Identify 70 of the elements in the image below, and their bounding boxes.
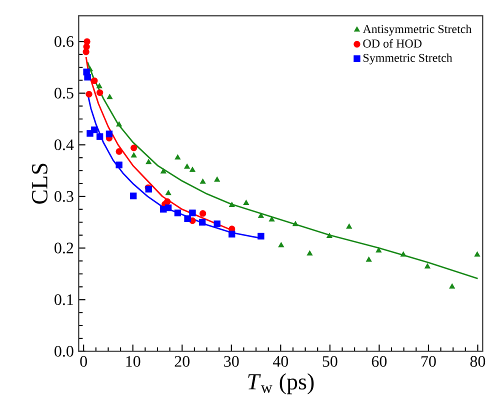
y-tick-label: 0.1 (54, 294, 74, 306)
y-tick-label: 0.3 (54, 190, 74, 202)
point (346, 224, 352, 229)
point (91, 77, 98, 84)
point (106, 130, 113, 138)
point (268, 216, 275, 222)
point (174, 210, 182, 216)
x-tick-label: 60 (372, 356, 387, 367)
point (258, 232, 264, 240)
point (243, 200, 250, 205)
point (190, 166, 196, 172)
point (84, 38, 90, 45)
x-tick-label: 40 (272, 356, 288, 367)
point (366, 256, 372, 262)
point (184, 164, 190, 169)
point (214, 176, 220, 182)
x-tick-label: 0 (80, 356, 87, 367)
point (258, 212, 264, 218)
point (306, 250, 313, 256)
point (326, 232, 332, 238)
legend-label: OD of HOD (363, 39, 422, 48)
y-tick-label: 0.0 (54, 346, 74, 357)
point (376, 247, 382, 252)
x-tick-label: 70 (422, 356, 436, 367)
y-tick-label: 0.2 (54, 242, 74, 254)
point (106, 94, 113, 100)
y-tick-label: 0.6 (54, 36, 74, 47)
point (449, 283, 456, 289)
x-tick-label: 10 (126, 356, 140, 367)
x-tick-label: 30 (224, 356, 239, 367)
y-tick-label: 0.4 (54, 139, 74, 150)
point (199, 210, 206, 217)
point (228, 230, 236, 238)
point (160, 168, 166, 174)
x-axis-title: T$_{w}$ (ps) (248, 373, 314, 394)
point (96, 89, 104, 96)
point (91, 126, 98, 134)
point (214, 220, 220, 228)
y-tick-label: 0.5 (54, 88, 74, 99)
point (96, 133, 104, 140)
point (174, 154, 181, 160)
point (278, 242, 284, 248)
point (116, 148, 122, 155)
point (228, 202, 235, 208)
point (116, 121, 122, 126)
point (198, 218, 206, 226)
legend-label: Antisymmetric Stretch (362, 24, 472, 36)
point (200, 178, 206, 184)
y-axis-title: CLS (32, 164, 48, 204)
point (130, 192, 137, 200)
point (116, 162, 122, 168)
point (146, 159, 152, 164)
point (82, 48, 90, 56)
point (84, 74, 91, 81)
point (189, 210, 196, 216)
point (130, 152, 137, 158)
point (424, 263, 430, 268)
point (130, 144, 138, 152)
point (165, 204, 172, 212)
x-tick-label: 20 (174, 356, 190, 367)
point (96, 83, 102, 88)
point (400, 251, 406, 257)
point (292, 220, 298, 226)
x-tick-label: 80 (470, 356, 486, 367)
point (165, 190, 172, 196)
point (164, 198, 171, 205)
point (184, 215, 191, 222)
x-tick-label: 50 (322, 356, 338, 367)
legend-label: Symmetric Stretch (364, 53, 452, 64)
point (86, 90, 92, 98)
